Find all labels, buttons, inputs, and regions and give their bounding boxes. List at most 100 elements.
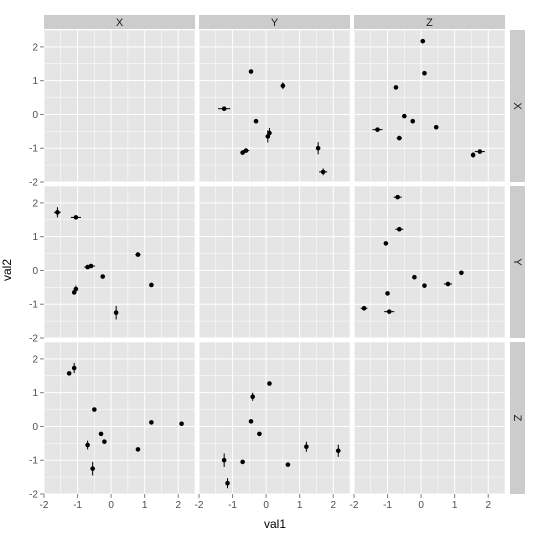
data-point <box>433 124 439 130</box>
data-point <box>360 305 368 311</box>
data-point <box>86 263 96 269</box>
scatter-point <box>102 439 107 444</box>
data-point <box>267 381 272 386</box>
y-tick-label: -1 <box>29 300 38 311</box>
data-point <box>319 168 328 176</box>
x-tick-label: -2 <box>195 500 204 511</box>
y-tick-label: -1 <box>29 144 38 155</box>
data-point <box>100 274 106 279</box>
scatter-point <box>433 124 439 130</box>
panel-z-y <box>198 341 351 495</box>
x-tick-label: 0 <box>108 500 114 511</box>
data-point <box>335 444 341 457</box>
panel-background <box>354 342 505 494</box>
scatter-point <box>285 462 291 467</box>
scatter-point <box>397 135 402 141</box>
data-point <box>257 431 262 437</box>
x-tick-label: 0 <box>263 500 269 511</box>
panel-x-y <box>198 29 351 183</box>
x-tick-label: 2 <box>485 500 491 511</box>
data-point <box>242 148 250 153</box>
data-point <box>73 285 79 293</box>
data-point <box>54 207 61 218</box>
scatter-point <box>100 274 106 279</box>
scatter-point <box>248 69 254 74</box>
panel-y-x <box>43 185 196 339</box>
data-point <box>396 135 402 141</box>
y-axis-title: val2 <box>0 259 14 281</box>
data-point <box>240 150 245 155</box>
y-tick-label: -1 <box>29 456 38 467</box>
scatter-point <box>395 194 400 200</box>
scatter-point <box>375 127 380 132</box>
scatter-point <box>459 270 464 276</box>
data-point <box>267 127 272 139</box>
y-tick-label: 1 <box>32 76 38 87</box>
data-point <box>315 142 321 155</box>
data-point <box>420 38 426 44</box>
x-tick-label: -1 <box>383 500 392 511</box>
y-tick-label: 0 <box>32 266 38 277</box>
strip-col-y: Y <box>199 15 350 29</box>
scatter-point <box>248 419 254 424</box>
scatter-point <box>402 113 407 119</box>
data-point <box>253 118 259 124</box>
scatter-point <box>361 305 367 311</box>
data-point <box>470 152 476 158</box>
y-tick-label: 2 <box>32 354 38 365</box>
x-tick-label: 1 <box>452 500 458 511</box>
y-tick-label: 0 <box>32 422 38 433</box>
y-tick-label: 0 <box>32 110 38 121</box>
panel-background <box>354 30 505 182</box>
scatter-point <box>240 459 245 465</box>
scatter-point <box>422 70 427 76</box>
scatter-point <box>149 420 154 425</box>
data-point <box>412 274 417 280</box>
data-point <box>90 461 95 476</box>
scatter-point <box>267 130 272 136</box>
scatter-point <box>135 447 141 452</box>
data-point <box>248 69 254 74</box>
strip-label: Y <box>511 258 523 266</box>
panel-x-z <box>353 29 506 183</box>
scatter-point <box>383 241 389 246</box>
data-point <box>459 270 464 276</box>
scatter-point <box>71 365 77 371</box>
scatter-point <box>88 263 94 269</box>
strip-background <box>354 15 505 29</box>
data-point <box>102 439 107 444</box>
scatter-point <box>55 210 60 215</box>
panel-background <box>199 342 350 494</box>
x-tick-label: -2 <box>350 500 359 511</box>
x-tick-label: -2 <box>40 500 49 511</box>
data-point <box>250 392 255 401</box>
data-point <box>113 305 119 320</box>
y-tick-label: 2 <box>32 42 38 53</box>
data-point <box>71 362 77 374</box>
strip-label: X <box>511 102 523 110</box>
scatter-point <box>250 394 255 400</box>
y-tick-label: 1 <box>32 388 38 399</box>
data-point <box>422 283 427 288</box>
scatter-point <box>304 444 309 450</box>
data-point <box>70 215 81 220</box>
panel-y-y <box>198 185 351 339</box>
data-point <box>383 241 389 246</box>
scatter-point <box>267 381 272 386</box>
scatter-point <box>320 169 326 175</box>
scatter-point <box>221 457 227 463</box>
strip-row-x: X <box>510 30 525 182</box>
strip-label: Y <box>271 17 279 29</box>
data-point <box>98 431 104 437</box>
scatter-point <box>221 106 227 112</box>
data-point <box>66 371 72 376</box>
data-point <box>410 118 416 124</box>
data-point <box>240 459 245 465</box>
scatter-point <box>385 291 390 296</box>
panel-z-x <box>43 341 196 495</box>
strip-label: Z <box>511 415 523 422</box>
scatter-point <box>90 466 95 471</box>
scatter-point <box>85 442 90 448</box>
data-point <box>179 421 184 427</box>
